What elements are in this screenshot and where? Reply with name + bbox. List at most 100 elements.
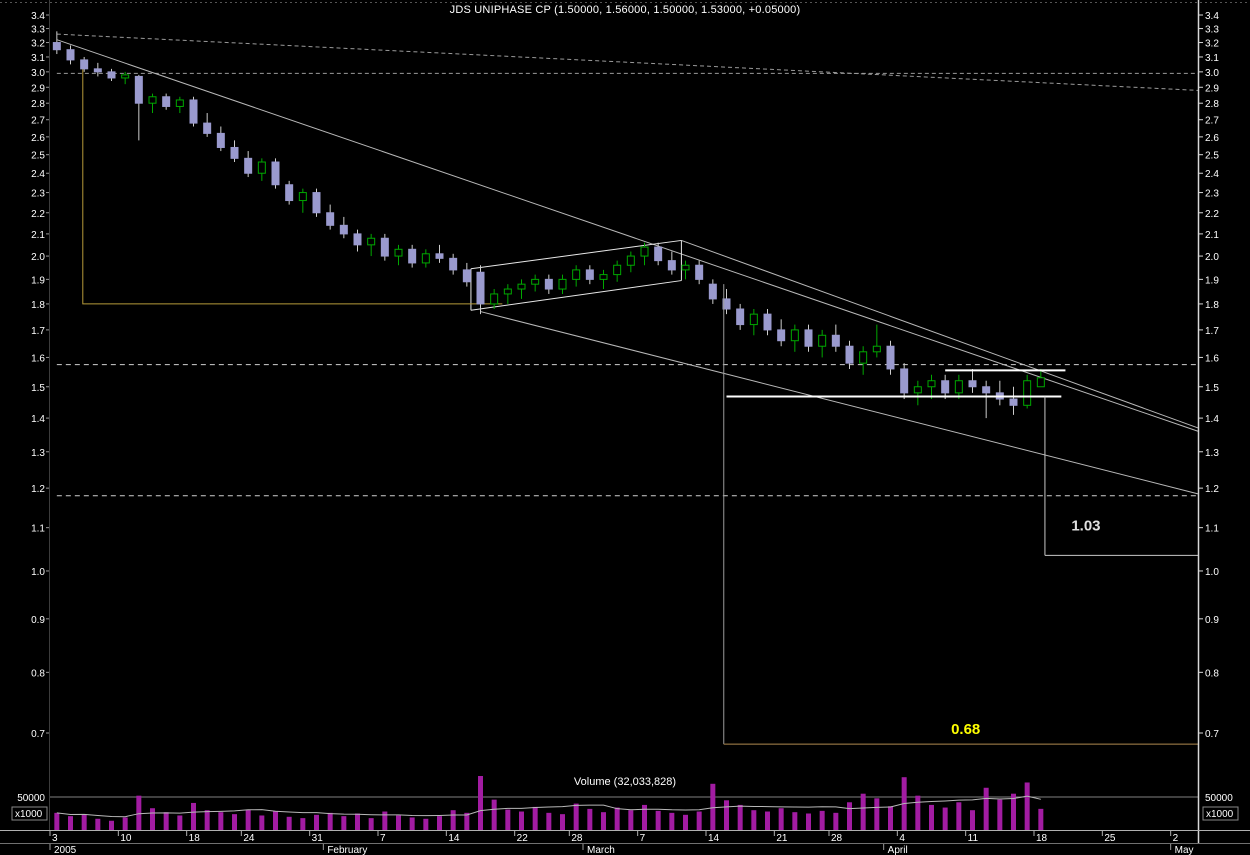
price-tick-right: 3.0	[1205, 68, 1219, 79]
price-tick-left: 0.8	[31, 668, 45, 679]
date-tick-label: 18	[1036, 833, 1048, 844]
candle-body	[203, 122, 212, 134]
candle-body	[1036, 377, 1045, 388]
candle-down	[462, 262, 471, 287]
candle-down	[339, 216, 348, 239]
volume-bar	[614, 807, 620, 830]
price-tick-right: 3.4	[1205, 11, 1219, 22]
candle-body	[353, 233, 362, 246]
candle-down	[353, 229, 362, 252]
price-tick-left: 2.4	[31, 169, 45, 180]
date-tick-label: 7	[640, 833, 646, 844]
price-tick-left: 1.8	[31, 300, 45, 311]
price-tick-right: 2.7	[1205, 116, 1219, 127]
candle-down	[203, 113, 212, 137]
candle-body	[394, 248, 403, 257]
price-tick-right: 1.5	[1205, 383, 1219, 394]
candle-body	[736, 308, 745, 326]
price-tick-left: 1.3	[31, 448, 45, 459]
price-tick-left: 1.5	[31, 383, 45, 394]
volume-bar	[300, 818, 306, 830]
volume-bar	[778, 808, 784, 830]
candle-body	[681, 264, 690, 271]
volume-bar	[573, 803, 579, 830]
candle-body	[435, 253, 444, 259]
candle-down	[968, 368, 977, 393]
candles	[52, 31, 1045, 419]
candle-down	[654, 242, 663, 266]
volume-bar	[792, 812, 798, 830]
volume-unit-box-right	[1202, 806, 1239, 821]
candle-up	[367, 233, 376, 257]
candle-body	[927, 380, 936, 388]
candle-body	[640, 246, 649, 257]
candle-body	[298, 192, 307, 202]
candle-body	[544, 278, 553, 290]
candle-up	[613, 260, 622, 282]
volume-bar	[409, 817, 415, 830]
flag-channel-upper	[470, 239, 682, 270]
date-tick-label: 31	[312, 833, 324, 844]
candle-down	[230, 140, 239, 163]
candle-down	[271, 158, 280, 189]
candle-body	[189, 99, 198, 124]
volume-bar	[724, 800, 729, 830]
price-tick-left: 2.0	[31, 252, 45, 263]
candle-up	[640, 242, 649, 266]
date-tick-label: 18	[189, 833, 201, 844]
candle-down	[66, 45, 75, 65]
candle-up	[148, 93, 157, 114]
date-tick-label: 7	[380, 833, 386, 844]
candle-body	[654, 246, 663, 262]
volume-unit-left: x1000	[15, 809, 43, 820]
price-tick-left: 1.1	[31, 524, 45, 535]
candle-body	[1023, 380, 1032, 406]
volume-bar	[491, 799, 497, 830]
price-tick-left: 0.7	[31, 729, 45, 740]
price-tick-right: 2.8	[1205, 99, 1219, 110]
volume-bar	[423, 818, 429, 830]
price-tick-right: 1.1	[1205, 524, 1219, 535]
candle-body	[503, 288, 512, 295]
volume-bar	[396, 815, 401, 830]
plot-area[interactable]	[50, 0, 1198, 830]
candle-body	[285, 184, 294, 202]
volume-bar	[1011, 793, 1016, 830]
candle-body	[517, 283, 526, 290]
candle-up	[531, 274, 540, 292]
candle-body	[695, 264, 704, 280]
candle-up	[257, 158, 266, 181]
candle-up	[954, 374, 963, 400]
volume-unit-box-left	[11, 806, 48, 821]
date-tick-label: 11	[968, 833, 979, 844]
candle-down	[886, 340, 895, 375]
price-tick-right: 2.0	[1205, 252, 1219, 263]
volume-bar	[437, 816, 442, 830]
price-tick-left: 1.7	[31, 326, 45, 337]
month-label: April	[888, 845, 908, 855]
candle-down	[763, 309, 772, 336]
candle-down	[285, 180, 294, 205]
candle-up	[626, 251, 635, 273]
price-tick-right: 0.8	[1205, 668, 1219, 679]
candle-up	[818, 329, 827, 358]
volume-bar	[177, 815, 183, 830]
volume-bar	[997, 799, 1003, 830]
volume-ma-line	[56, 795, 1041, 818]
candle-body	[148, 96, 157, 104]
candle-body	[421, 253, 430, 264]
price-tick-left: 2.3	[31, 189, 45, 200]
candle-down	[804, 324, 813, 352]
price-tick-right: 2.1	[1205, 230, 1219, 241]
price-tick-left: 3.1	[31, 53, 45, 64]
price-tick-left: 2.5	[31, 151, 45, 162]
candle-body	[831, 334, 840, 347]
candle-up	[599, 269, 608, 290]
volume-bar	[122, 817, 128, 830]
volume-scale-right: 50000	[1205, 793, 1233, 804]
volume-bar	[204, 810, 210, 830]
price-tick-right: 1.9	[1205, 275, 1219, 286]
price-tick-left: 0.9	[31, 615, 45, 626]
